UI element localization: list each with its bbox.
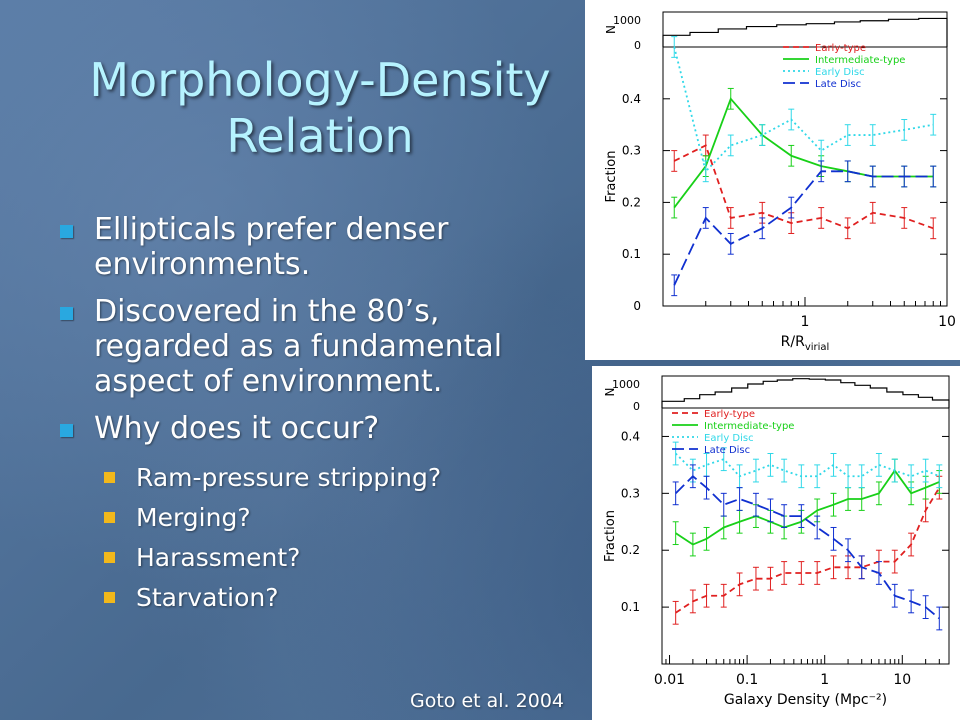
series-line	[673, 170, 934, 286]
histogram-tick-label: 1000	[612, 378, 640, 391]
legend-label: Early-type	[815, 43, 866, 54]
y-tick-label: 0.3	[622, 144, 641, 158]
series-line	[675, 469, 940, 546]
histogram-tick-label: 1000	[613, 14, 641, 27]
y-tick-label: 0.3	[621, 486, 640, 500]
series-line	[673, 144, 934, 230]
sub-bullet-item: Harassment?	[58, 538, 578, 578]
histogram-steps	[661, 378, 950, 408]
bullet-item: Ellipticals prefer denser environments.	[58, 212, 578, 282]
legend-label: Intermediate-type	[815, 55, 905, 66]
x-tick-label: 0.01	[654, 672, 685, 688]
legend-label: Intermediate-type	[704, 421, 794, 432]
series-line	[675, 475, 940, 620]
slide-title: Morphology-Density Relation	[60, 52, 580, 164]
legend-label: Late Disc	[815, 79, 861, 90]
y-tick-label: 0.4	[621, 429, 640, 443]
y-tick-label: 0.1	[622, 247, 641, 261]
histogram-axis-label: N	[603, 388, 617, 397]
sub-bullet-item: Starvation?	[58, 578, 578, 618]
bullet-list: Ellipticals prefer denser environments. …	[58, 212, 578, 618]
histogram-tick-label: 0	[634, 39, 641, 52]
x-tick-label: 1	[801, 314, 810, 330]
x-axis-label-subscript: virial	[805, 342, 830, 353]
chart-background	[585, 0, 960, 360]
series-line	[673, 46, 934, 174]
y-tick-label: 0.2	[621, 543, 640, 557]
y-tick-label: 0.1	[621, 600, 640, 614]
citation: Goto et al. 2004	[410, 690, 564, 712]
histogram-steps	[662, 17, 948, 47]
y-axis-label: Fraction	[604, 151, 619, 203]
title-line-1: Morphology-Density	[89, 53, 551, 107]
chart-background	[592, 366, 960, 720]
legend-label: Early Disc	[704, 433, 754, 444]
histogram-tick-label: 0	[633, 400, 640, 413]
sub-bullet-item: Ram-pressure stripping?	[58, 458, 578, 498]
legend-label: Early-type	[704, 409, 755, 420]
bullet-item: Discovered in the 80’s, regarded as a fu…	[58, 294, 578, 399]
title-line-2: Relation	[226, 109, 414, 163]
y-tick-label: 0	[633, 299, 641, 313]
x-tick-label: 10	[893, 672, 911, 688]
x-tick-label: 1	[820, 672, 829, 688]
x-tick-label: 0.1	[736, 672, 758, 688]
y-tick-label: 0.4	[622, 92, 641, 106]
series-line	[675, 487, 941, 614]
plot-frame	[661, 407, 950, 665]
y-tick-label: 0.2	[622, 195, 641, 209]
histogram-axis-label: N	[604, 25, 618, 34]
x-axis-label: Galaxy Density (Mpc⁻²)	[724, 692, 887, 708]
chart-density: 1000 0 N 0.1 0.2 0.3 0.4 0.01 0.1 1 10 Fraction Gala…	[592, 366, 960, 720]
sub-bullet-item: Merging?	[58, 498, 578, 538]
bullet-item: Why does it occur?	[58, 411, 578, 446]
legend-label: Late Disc	[704, 445, 750, 456]
legend-label: Early Disc	[815, 67, 865, 78]
x-tick-label: 10	[938, 314, 956, 330]
y-axis-label: Fraction	[603, 510, 618, 562]
